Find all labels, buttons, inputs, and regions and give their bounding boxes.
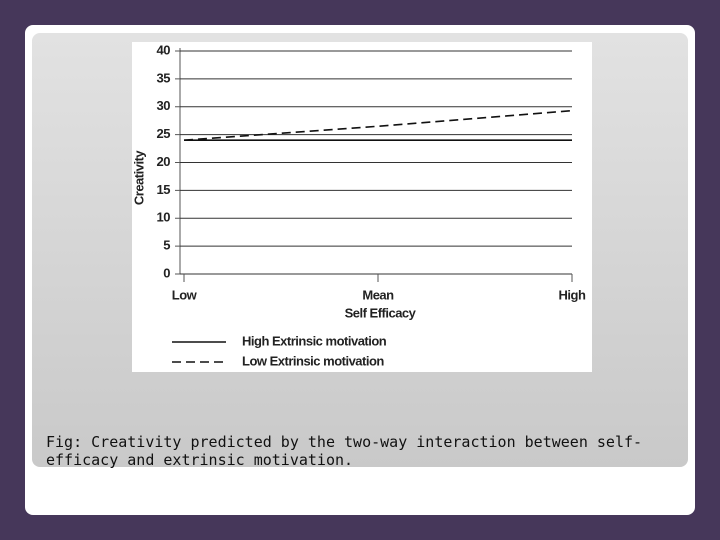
y-axis-label: Creativity bbox=[132, 150, 146, 206]
x-tick-label: High bbox=[559, 287, 586, 302]
y-tick-label: 5 bbox=[163, 238, 170, 253]
y-tick-label: 20 bbox=[157, 154, 171, 169]
y-tick-label: 0 bbox=[163, 265, 170, 280]
y-tick-label: 15 bbox=[157, 182, 171, 197]
legend-label: Low Extrinsic motivation bbox=[242, 353, 384, 368]
caption: Fig: Creativity predicted by the two-way… bbox=[46, 433, 643, 469]
legend-label: High Extrinsic motivation bbox=[242, 333, 387, 348]
y-tick-label: 30 bbox=[157, 98, 171, 113]
chart-background bbox=[132, 42, 592, 372]
x-tick-label: Low bbox=[172, 287, 198, 302]
y-tick-label: 10 bbox=[157, 210, 171, 225]
y-tick-label: 25 bbox=[157, 126, 171, 141]
x-tick-label: Mean bbox=[362, 287, 394, 302]
y-tick-label: 40 bbox=[157, 42, 171, 57]
data-line bbox=[183, 109, 573, 141]
x-axis-label: Self Efficacy bbox=[345, 305, 417, 320]
chart: Creativity Self Efficacy 0 5 10 15 20 25 30 35 4… bbox=[132, 42, 592, 372]
y-tick-label: 35 bbox=[157, 70, 171, 85]
